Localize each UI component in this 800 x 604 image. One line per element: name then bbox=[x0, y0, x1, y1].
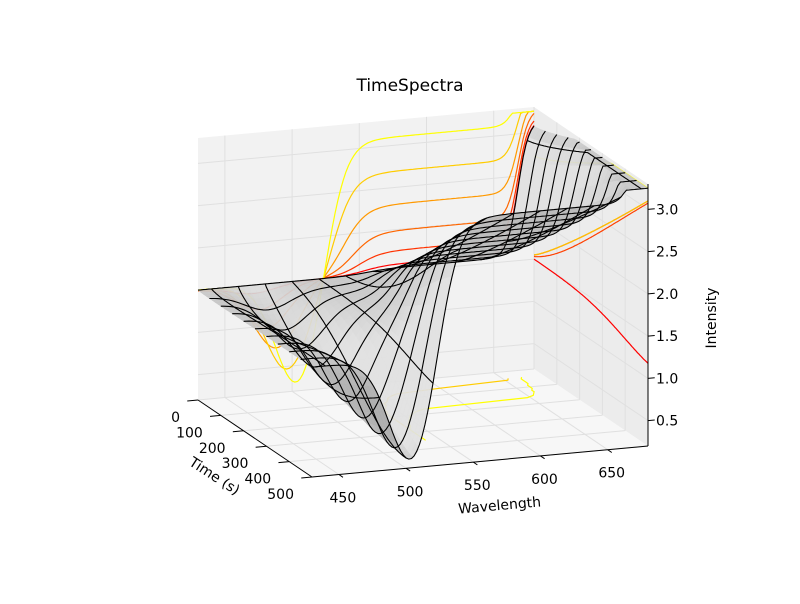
wireframe-line-time bbox=[232, 137, 569, 350]
grid-line-x-floor bbox=[291, 390, 407, 469]
grid-line-x-floor bbox=[224, 397, 340, 475]
z-tick-label: 0.5 bbox=[656, 414, 678, 430]
wireframe-line-wavelength bbox=[426, 210, 541, 266]
y-tick-label: 200 bbox=[199, 441, 226, 457]
z-tick-mark bbox=[647, 377, 655, 379]
x-tick-mark bbox=[405, 467, 411, 472]
z-tick-label: 3.0 bbox=[656, 202, 678, 218]
grid-line-x-floor bbox=[493, 372, 608, 451]
x-tick-mark bbox=[338, 474, 344, 478]
z-tick-label: 2.5 bbox=[656, 245, 678, 261]
y-tick-label: 0 bbox=[171, 410, 180, 426]
y-tick-label: 500 bbox=[267, 487, 294, 503]
wireframe-line-time bbox=[311, 187, 649, 460]
x-tick-label: 600 bbox=[531, 472, 558, 488]
grid-line-x-floor bbox=[426, 378, 541, 457]
x-axis-line bbox=[311, 445, 649, 478]
grid-line-y-floor bbox=[266, 414, 603, 447]
wireframe-line-time bbox=[300, 179, 637, 449]
wireframe-line-time bbox=[197, 125, 535, 291]
y-tick-label: 100 bbox=[176, 425, 203, 441]
wireframe-line-time bbox=[254, 149, 592, 386]
wireframe-line-wavelength bbox=[480, 205, 595, 261]
z-tick-mark bbox=[647, 419, 655, 422]
wireframe-line-wavelength bbox=[210, 288, 326, 367]
x-tick-mark bbox=[473, 461, 478, 466]
axes-lines bbox=[197, 184, 649, 478]
z-tick-mark bbox=[647, 208, 655, 210]
tick-labels: 450 500 550 600 65001002003004005000.51.01.5… bbox=[171, 202, 678, 506]
wireframe-line-wavelength bbox=[399, 212, 514, 269]
wireframe-line-wavelength bbox=[318, 278, 434, 384]
y-tick-label: 400 bbox=[244, 472, 271, 488]
z-axis-label: Intensity bbox=[704, 288, 720, 349]
y-tick-label: 300 bbox=[222, 456, 249, 472]
z-tick-mark bbox=[647, 250, 655, 253]
x-tick-label: 650 bbox=[598, 466, 625, 482]
x-tick-mark bbox=[607, 449, 613, 453]
wireframe-line-time bbox=[243, 141, 580, 368]
wireframe-line-wavelength bbox=[527, 139, 642, 190]
contour-side-wall-line bbox=[533, 202, 649, 258]
y-axis-line bbox=[197, 399, 313, 478]
y-tick-mark bbox=[210, 414, 221, 417]
wireframe-line-wavelength bbox=[264, 283, 380, 399]
contour-side-wall-line bbox=[533, 258, 649, 364]
x-axis-label: Wavelength bbox=[458, 494, 542, 517]
y-tick-mark bbox=[301, 476, 313, 479]
wireframe-line-wavelength bbox=[507, 196, 622, 242]
z-tick-mark bbox=[647, 335, 655, 337]
chart-title: TimeSpectra bbox=[355, 76, 463, 96]
z-tick-mark bbox=[647, 292, 655, 295]
wireframe-line-wavelength bbox=[291, 281, 407, 459]
wireframe-line-time bbox=[289, 172, 626, 435]
x-tick-label: 450 bbox=[330, 491, 357, 507]
y-tick-mark bbox=[187, 399, 199, 402]
z-tick-label: 1.5 bbox=[656, 329, 678, 345]
surface-mesh bbox=[197, 125, 649, 460]
y-tick-mark bbox=[278, 461, 290, 464]
x-tick-mark bbox=[540, 455, 545, 460]
wireframe-line-wavelength bbox=[345, 248, 461, 288]
y-tick-mark bbox=[255, 445, 267, 448]
wireframe-line-wavelength bbox=[372, 217, 487, 273]
contour-side-wall-line bbox=[533, 200, 649, 256]
x-tick-label: 550 bbox=[464, 478, 491, 494]
z-tick-label: 1.0 bbox=[656, 371, 678, 387]
grid-line-y-floor bbox=[289, 430, 626, 463]
z-tick-label: 2.0 bbox=[656, 287, 678, 303]
x-tick-label: 500 bbox=[397, 484, 424, 500]
wireframe-line-wavelength bbox=[453, 207, 568, 263]
y-tick-mark bbox=[232, 430, 244, 433]
